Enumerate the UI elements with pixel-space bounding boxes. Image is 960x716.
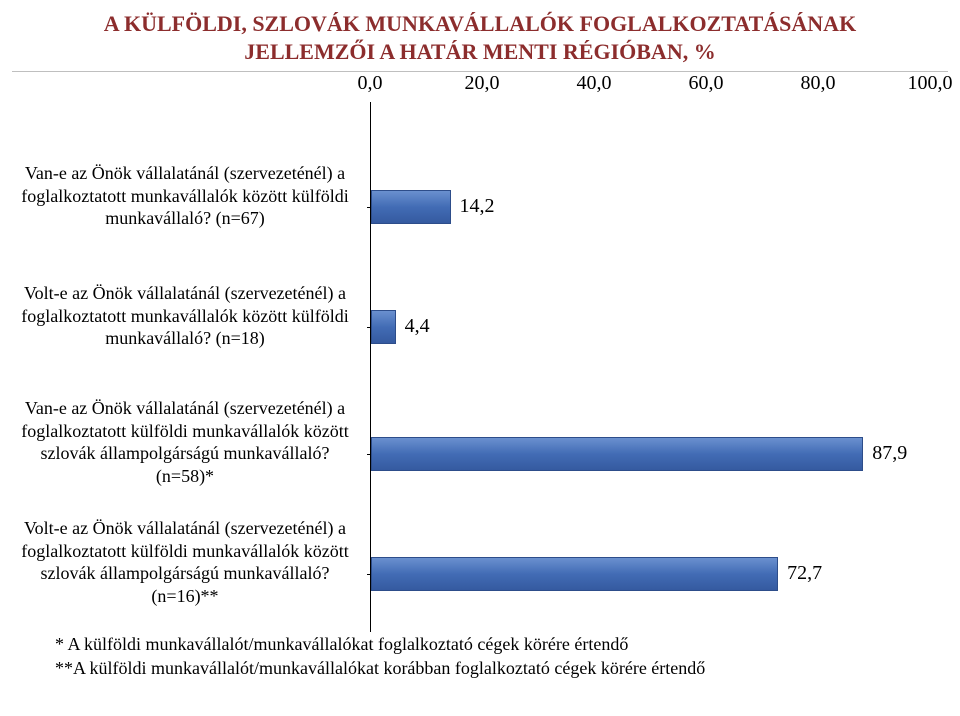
- bar-value-label: 87,9: [872, 442, 907, 465]
- footnote-2: **A külföldi munkavállalót/munkavállalók…: [55, 656, 930, 680]
- x-tick: 80,0: [801, 72, 836, 95]
- chart-title: A KÜLFÖLDI, SZLOVÁK MUNKAVÁLLALÓK FOGLAL…: [0, 0, 960, 69]
- x-tick: 40,0: [577, 72, 612, 95]
- bar: [371, 310, 396, 344]
- bar-value-label: 72,7: [787, 562, 822, 585]
- category-label: Volt-e az Önök vállalatánál (szervezetén…: [10, 282, 360, 350]
- y-axis-line: [370, 102, 371, 632]
- bar-value-label: 4,4: [405, 315, 430, 338]
- bar: [371, 437, 863, 471]
- x-tick: 20,0: [465, 72, 500, 95]
- footnotes: * A külföldi munkavállalót/munkavállalók…: [0, 632, 960, 681]
- plot-inner: 14,2 4,4 87,9 72,7: [370, 102, 930, 632]
- category-label: Van-e az Önök vállalatánál (szervezeténé…: [10, 397, 360, 487]
- bar: [371, 557, 778, 591]
- bar-value-label: 14,2: [460, 195, 495, 218]
- x-tick: 60,0: [689, 72, 724, 95]
- x-tick: 100,0: [908, 72, 953, 95]
- bar: [371, 190, 451, 224]
- plot-column: 0,020,040,060,080,0100,0 14,24,487,972,7: [370, 72, 930, 632]
- category-label: Volt-e az Önök vállalatánál (szervezetén…: [10, 517, 360, 607]
- chart-title-line2: JELLEMZŐI A HATÁR MENTI RÉGIÓBAN, %: [244, 39, 715, 64]
- x-tick: 0,0: [358, 72, 383, 95]
- footnote-1: * A külföldi munkavállalót/munkavállalók…: [55, 632, 930, 656]
- chart-title-line1: A KÜLFÖLDI, SZLOVÁK MUNKAVÁLLALÓK FOGLAL…: [104, 11, 856, 36]
- x-axis-ticks: 0,020,040,060,080,0100,0: [370, 72, 930, 102]
- category-label: Van-e az Önök vállalatánál (szervezeténé…: [10, 162, 360, 230]
- chart-area: 0,0 20,0 40,0 60,0 80,0 100,0 14,2 4,4 87,9 72,7…: [0, 72, 960, 632]
